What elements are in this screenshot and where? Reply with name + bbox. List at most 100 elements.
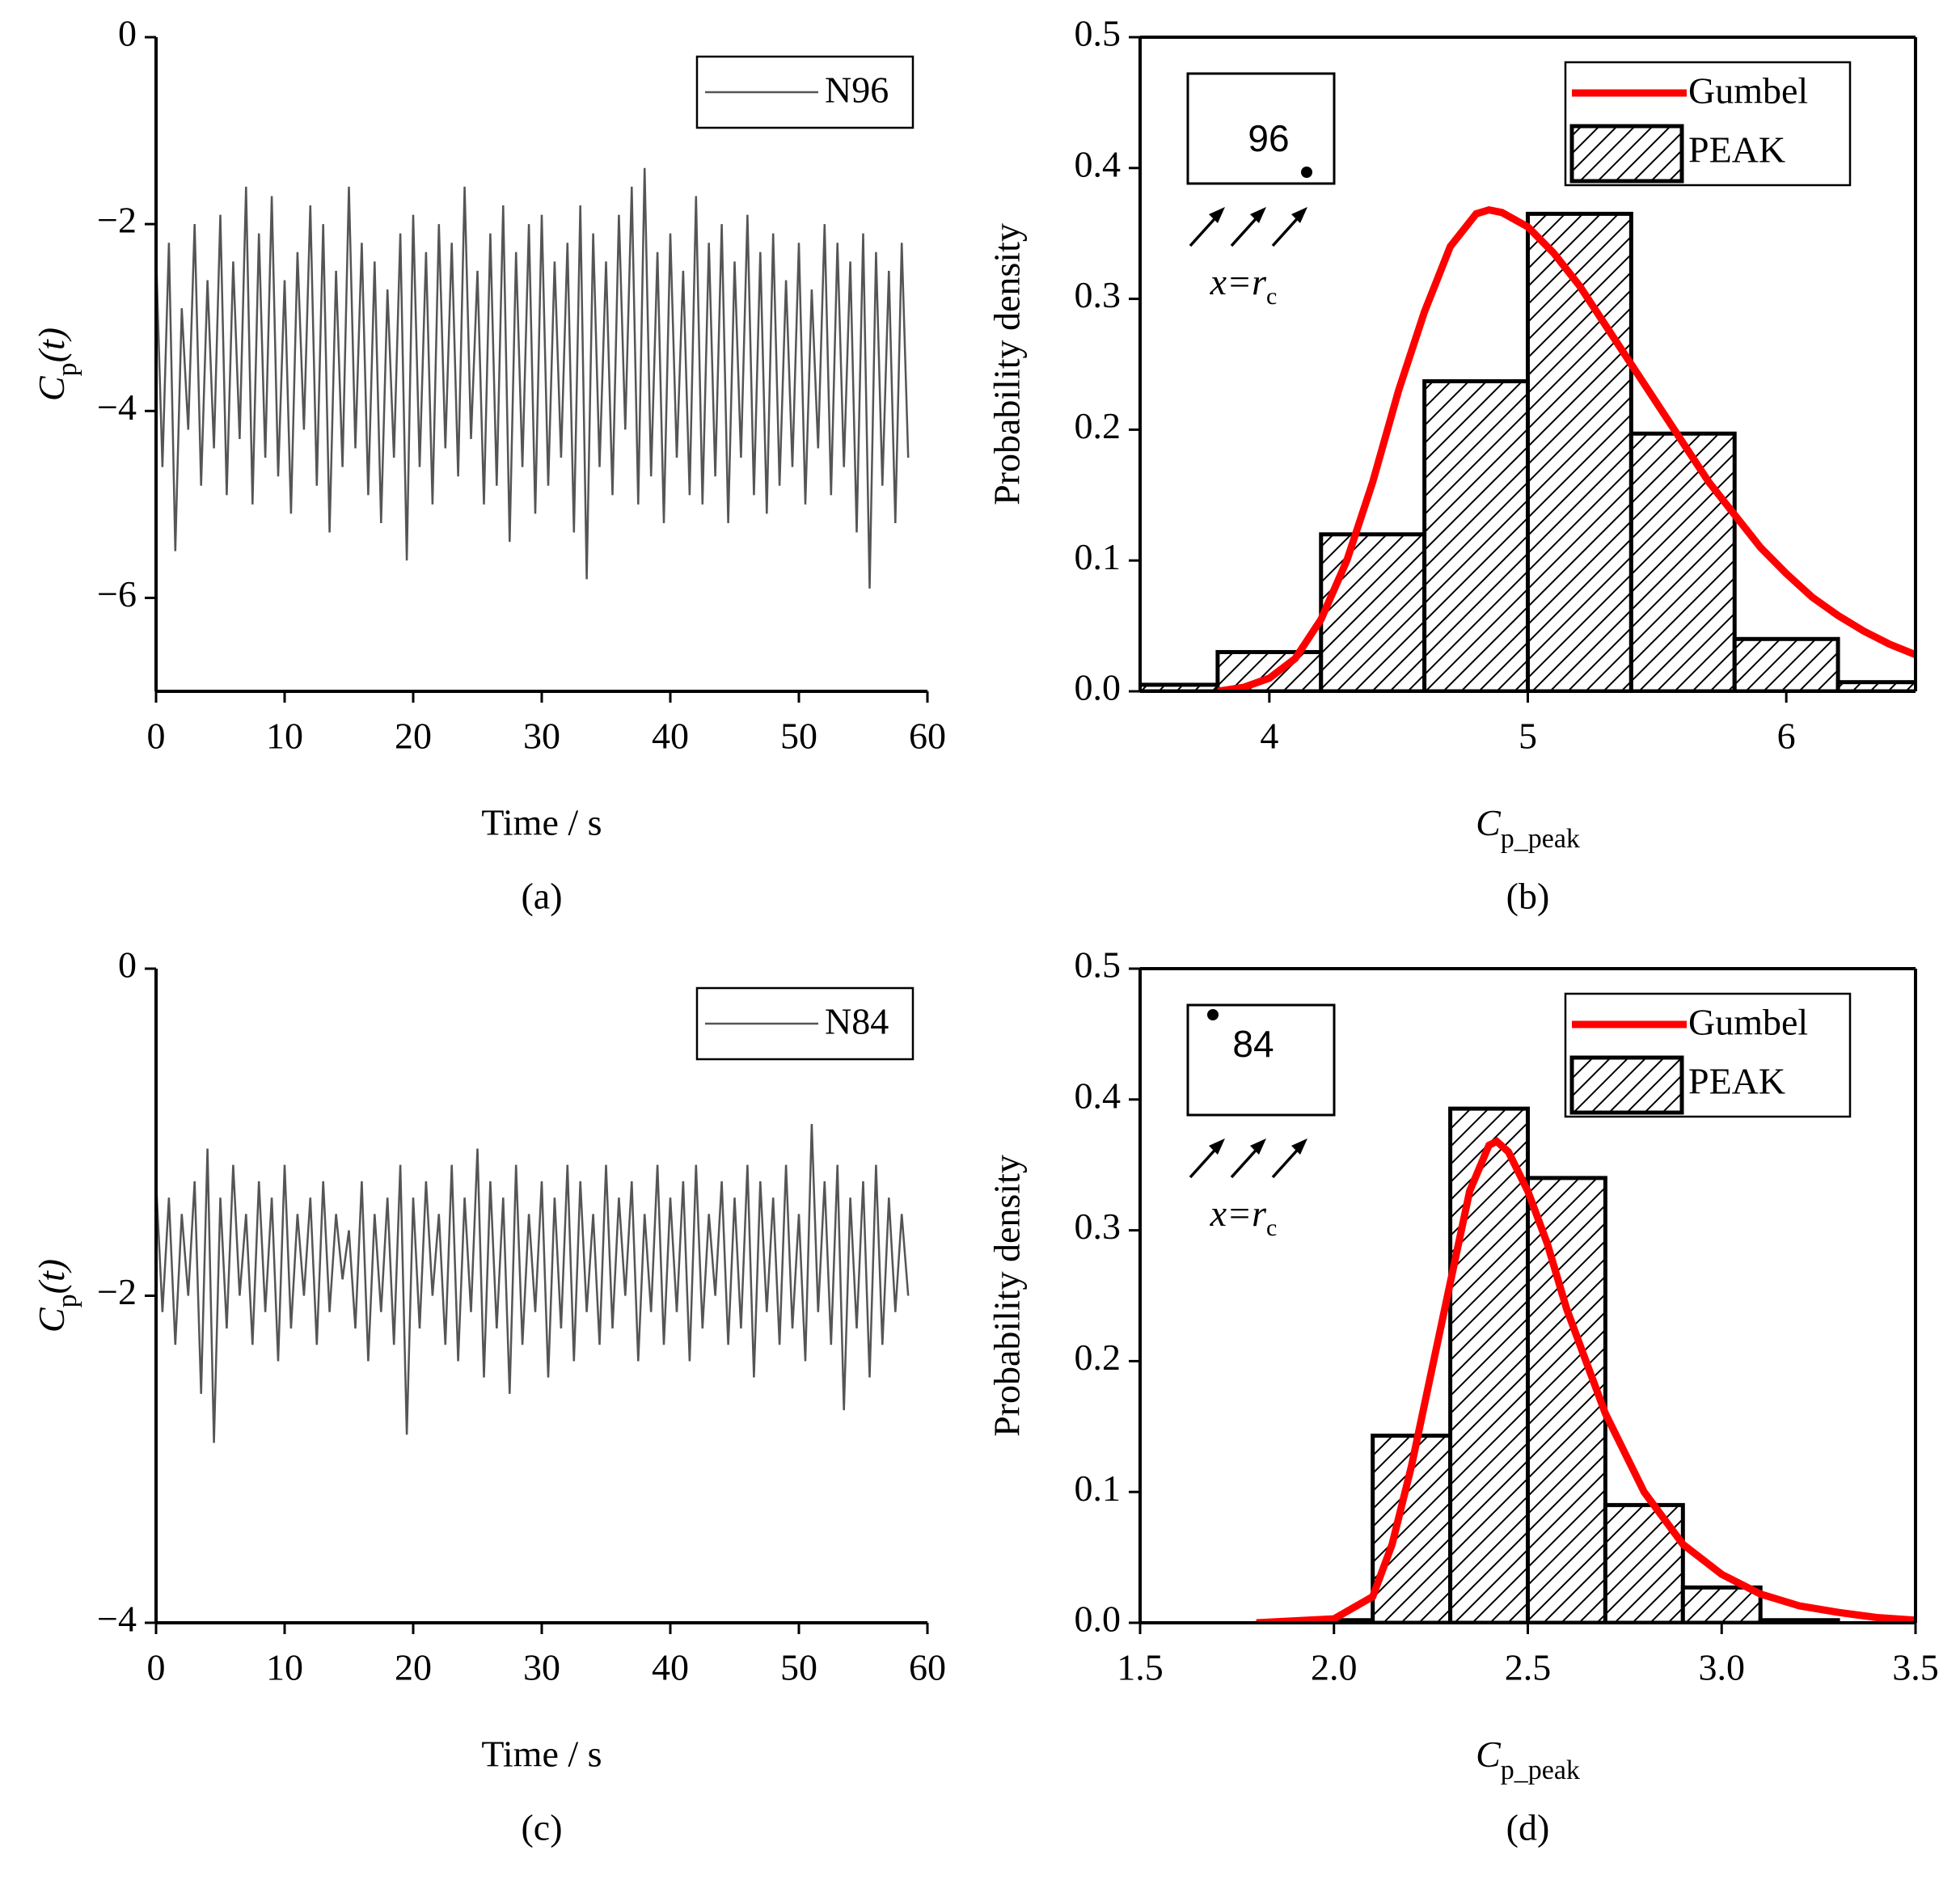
x-axis-label-sub: p_peak — [1501, 1755, 1580, 1785]
inset-note-sub: c — [1266, 1214, 1277, 1241]
x-tick-label: 20 — [395, 1647, 432, 1688]
x-axis-label: Cp_peak — [1476, 802, 1580, 855]
hist-bar — [1628, 431, 1737, 691]
inset-note: x=rc — [1210, 261, 1278, 310]
panel-caption: (d) — [1506, 1807, 1550, 1848]
y-tick-label: 0.5 — [1075, 944, 1122, 986]
y-axis-label: Cp(t) — [31, 1259, 83, 1333]
y-axis-label-main: C — [31, 375, 72, 401]
legend-swatch — [1569, 1055, 1684, 1115]
x-tick-label: 3.5 — [1892, 1647, 1939, 1688]
x-tick-label: 50 — [780, 1647, 817, 1688]
plot-area — [1256, 1106, 1916, 1623]
plot-area — [156, 1124, 910, 1443]
x-tick-label: 5 — [1519, 716, 1537, 757]
y-axis-label: Probability density — [986, 1155, 1028, 1437]
inset-note-sub: c — [1266, 283, 1277, 310]
wind-arrow-head — [1250, 1138, 1266, 1155]
y-tick-label: −4 — [97, 1599, 137, 1640]
y-tick-label: 0.2 — [1075, 405, 1122, 446]
inset-box — [1186, 72, 1336, 185]
x-tick-label: 60 — [909, 716, 946, 757]
series-line — [156, 1124, 910, 1443]
legend-label: N96 — [825, 70, 889, 111]
legend-label: PEAK — [1688, 129, 1785, 171]
y-tick-label: 0.4 — [1075, 1075, 1122, 1116]
legend-swatch — [1569, 124, 1684, 184]
hist-bar — [1835, 680, 1916, 691]
y-axis-label: Probability density — [986, 223, 1028, 505]
y-axis-label-main: C — [31, 1307, 72, 1333]
y-tick-label: 0.3 — [1075, 1206, 1122, 1247]
y-tick-label: 0.3 — [1075, 274, 1122, 315]
x-tick-label: 2.0 — [1311, 1647, 1358, 1688]
y-tick-label: −4 — [97, 386, 137, 428]
hist-bar — [1448, 1106, 1530, 1623]
x-tick-label: 4 — [1260, 716, 1278, 757]
hist-bar — [1319, 532, 1427, 691]
y-tick-label: 0 — [118, 944, 137, 986]
y-tick-label: −6 — [97, 573, 137, 615]
panel-caption: (b) — [1506, 876, 1550, 917]
x-tick-label: 0 — [147, 716, 166, 757]
legend-label: Gumbel — [1688, 1002, 1808, 1043]
x-axis-label: Cp_peak — [1476, 1734, 1580, 1786]
hist-bar — [1526, 211, 1633, 691]
y-axis-label-sub: p — [53, 362, 82, 376]
density-curve — [1256, 1137, 1916, 1623]
x-axis-label: Time / s — [481, 1734, 602, 1775]
legend-label: N84 — [825, 1001, 889, 1042]
density-curve — [1217, 205, 1916, 691]
y-tick-label: −2 — [97, 200, 137, 241]
panel-caption: (a) — [521, 876, 562, 917]
x-tick-label: 40 — [652, 1647, 689, 1688]
hist-bar — [1680, 1585, 1763, 1623]
wind-arrow-head — [1209, 1138, 1225, 1155]
plot-area — [1140, 205, 1916, 691]
inset-note: x=rc — [1210, 1193, 1278, 1242]
x-tick-label: 50 — [780, 716, 817, 757]
y-axis-label-rest: (t) — [31, 1259, 72, 1294]
x-axis-label-main: C — [1476, 802, 1502, 843]
series-line — [156, 167, 910, 589]
inset-dot — [1207, 1009, 1219, 1020]
hist-bar — [1422, 379, 1530, 691]
x-axis-label-main: C — [1476, 1734, 1502, 1775]
inset-dot — [1301, 167, 1312, 178]
x-tick-label: 1.5 — [1117, 1647, 1164, 1688]
wind-arrow-head — [1250, 207, 1266, 223]
x-tick-label: 10 — [266, 1647, 303, 1688]
plot-area — [156, 167, 910, 589]
x-tick-label: 6 — [1777, 716, 1796, 757]
y-tick-label: 0.4 — [1075, 143, 1122, 184]
inset-box — [1186, 1003, 1336, 1117]
y-tick-label: −2 — [97, 1271, 137, 1312]
hist-bar — [1526, 1176, 1607, 1623]
inset-label: 96 — [1248, 117, 1289, 159]
y-axis-label: Cp(t) — [31, 327, 83, 401]
inset-label: 84 — [1232, 1023, 1274, 1065]
x-tick-label: 10 — [266, 716, 303, 757]
wind-arrow-head — [1291, 1138, 1307, 1155]
x-tick-label: 60 — [909, 1647, 946, 1688]
y-tick-label: 0.1 — [1075, 1468, 1122, 1509]
y-tick-label: 0.2 — [1075, 1337, 1122, 1378]
wind-arrow-head — [1209, 207, 1225, 223]
y-tick-label: 0.0 — [1075, 1599, 1122, 1640]
x-tick-label: 20 — [395, 716, 432, 757]
wind-arrow-head — [1291, 207, 1307, 223]
x-tick-label: 40 — [652, 716, 689, 757]
legend-label: PEAK — [1688, 1061, 1785, 1102]
x-tick-label: 3.0 — [1699, 1647, 1746, 1688]
y-tick-label: 0.1 — [1075, 536, 1122, 577]
x-tick-label: 0 — [147, 1647, 166, 1688]
x-tick-label: 2.5 — [1505, 1647, 1552, 1688]
hist-bar — [1732, 636, 1840, 691]
x-tick-label: 30 — [523, 716, 560, 757]
x-axis-label: Time / s — [481, 802, 602, 843]
x-axis-label-sub: p_peak — [1501, 824, 1580, 854]
inset-note-main: x=r — [1210, 1193, 1267, 1234]
legend-label: Gumbel — [1688, 70, 1808, 112]
inset-note-main: x=r — [1210, 261, 1267, 302]
